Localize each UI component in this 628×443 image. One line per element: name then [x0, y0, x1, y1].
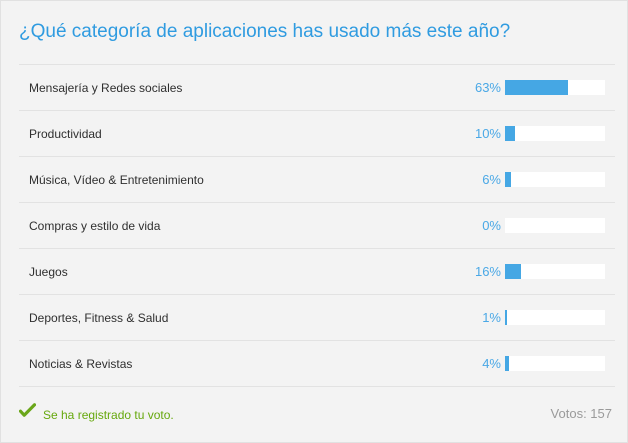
poll-option-percent: 6%: [482, 172, 501, 187]
poll-option-label: Deportes, Fitness & Salud: [29, 311, 169, 325]
poll-option[interactable]: Música, Vídeo & Entretenimiento 6%: [19, 157, 615, 203]
poll-option-bar-fill: [505, 356, 509, 371]
poll-option-percent: 10%: [474, 126, 501, 141]
poll-option-bar: [505, 80, 605, 95]
poll-option-label: Juegos: [29, 265, 68, 279]
poll-option-bar-fill: [505, 264, 521, 279]
poll-option-bar-fill: [505, 172, 511, 187]
poll-option-bar-fill: [505, 310, 507, 325]
poll-option[interactable]: Productividad 10%: [19, 111, 615, 157]
poll-option-bar: [505, 126, 605, 141]
poll-option-label: Mensajería y Redes sociales: [29, 81, 183, 95]
poll-title: ¿Qué categoría de aplicaciones has usado…: [19, 21, 511, 42]
poll-option-bar: [505, 264, 605, 279]
poll-option-percent: 63%: [474, 80, 501, 95]
poll-option-label: Música, Vídeo & Entretenimiento: [29, 173, 204, 187]
poll-option-bar: [505, 218, 605, 233]
poll-option-bar: [505, 356, 605, 371]
vote-registered-message: Se ha registrado tu voto.: [43, 408, 174, 422]
poll-option[interactable]: Compras y estilo de vida 0%: [19, 203, 615, 249]
vote-count: Votos: 157: [550, 406, 612, 421]
poll-option[interactable]: Deportes, Fitness & Salud 1%: [19, 295, 615, 341]
poll-option-percent: 4%: [482, 356, 501, 371]
poll-option-percent: 16%: [474, 264, 501, 279]
poll-option-bar: [505, 310, 605, 325]
poll-option-label: Compras y estilo de vida: [29, 219, 161, 233]
poll-option-percent: 1%: [482, 310, 501, 325]
poll-option-bar-fill: [505, 126, 515, 141]
poll-option[interactable]: Juegos 16%: [19, 249, 615, 295]
poll-option-bar-fill: [505, 80, 568, 95]
poll-option-bar: [505, 172, 605, 187]
poll-option[interactable]: Mensajería y Redes sociales 63%: [19, 65, 615, 111]
poll-footer: Se ha registrado tu voto. Votos: 157: [18, 401, 615, 427]
poll-option[interactable]: Noticias & Revistas 4%: [19, 341, 615, 387]
poll-option-label: Productividad: [29, 127, 102, 141]
poll-options-list: Mensajería y Redes sociales 63% Producti…: [19, 64, 615, 387]
check-icon: [18, 403, 37, 418]
poll-option-label: Noticias & Revistas: [29, 357, 133, 371]
poll-option-percent: 0%: [482, 218, 501, 233]
